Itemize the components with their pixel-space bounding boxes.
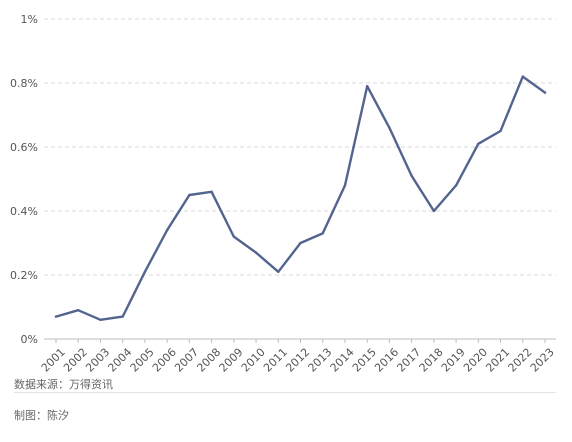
x-tick-label: 2008 bbox=[194, 346, 223, 375]
y-tick-label: 0.6% bbox=[10, 141, 38, 154]
data-point bbox=[432, 209, 436, 213]
x-tick-label: 2019 bbox=[439, 346, 468, 375]
data-point bbox=[454, 184, 458, 187]
x-axis-tick-labels: 2001200220032004200520062007200820092010… bbox=[39, 339, 557, 375]
y-tick-label: 0.4% bbox=[10, 205, 38, 218]
data-point bbox=[321, 232, 324, 235]
data-point bbox=[499, 129, 502, 133]
x-tick-label: 2001 bbox=[39, 346, 68, 375]
x-tick-label: 2020 bbox=[461, 346, 490, 375]
data-point bbox=[121, 315, 124, 318]
data-point bbox=[99, 318, 102, 321]
x-tick-label: 2023 bbox=[528, 346, 557, 375]
x-tick-label: 2010 bbox=[239, 346, 268, 375]
credit-note: 制图：陈汐 bbox=[14, 409, 69, 422]
x-tick-label: 2002 bbox=[61, 346, 90, 375]
data-point bbox=[143, 270, 147, 273]
x-tick-label: 2021 bbox=[483, 346, 512, 375]
x-tick-label: 2004 bbox=[105, 346, 134, 375]
data-point bbox=[188, 193, 191, 197]
series-layer bbox=[54, 75, 547, 321]
data-point bbox=[410, 174, 413, 177]
x-tick-label: 2016 bbox=[372, 346, 401, 375]
x-tick-label: 2015 bbox=[350, 346, 379, 375]
x-tick-label: 2012 bbox=[283, 346, 312, 375]
series-line bbox=[54, 75, 547, 321]
line-chart: 0%0.2%0.4%0.6%0.8%1% 2001200220032004200… bbox=[10, 13, 557, 375]
x-tick-label: 2022 bbox=[506, 346, 535, 375]
x-tick-label: 2017 bbox=[394, 346, 423, 375]
data-point bbox=[521, 75, 524, 78]
y-tick-label: 1% bbox=[21, 13, 38, 26]
data-point bbox=[388, 126, 391, 129]
y-tick-label: 0% bbox=[21, 333, 38, 346]
data-point bbox=[54, 315, 58, 318]
x-tick-label: 2018 bbox=[417, 346, 446, 375]
data-point bbox=[165, 229, 169, 232]
x-tick-label: 2005 bbox=[128, 346, 157, 375]
x-tick-label: 2006 bbox=[150, 346, 179, 375]
data-point bbox=[77, 309, 80, 312]
data-point bbox=[365, 85, 369, 88]
data-point bbox=[232, 235, 236, 238]
x-tick-label: 2009 bbox=[217, 346, 246, 375]
x-tick-label: 2014 bbox=[328, 346, 357, 375]
data-point bbox=[254, 251, 258, 254]
data-point bbox=[343, 184, 347, 187]
x-tick-label: 2011 bbox=[261, 346, 290, 375]
grid-lines bbox=[44, 18, 556, 276]
y-axis-tick-labels: 0% 0.2% 0.4% 0.6% 0.8% 1% bbox=[10, 13, 38, 346]
data-point bbox=[299, 241, 302, 245]
y-tick-label: 0.2% bbox=[10, 269, 38, 282]
data-point bbox=[277, 270, 280, 273]
data-point bbox=[477, 142, 480, 145]
x-tick-label: 2003 bbox=[83, 346, 112, 375]
footer-divider bbox=[14, 392, 556, 393]
x-tick-label: 2013 bbox=[306, 346, 335, 375]
source-note: 数据来源：万得资讯 bbox=[14, 378, 113, 391]
x-tick-label: 2007 bbox=[172, 346, 201, 375]
data-point bbox=[543, 91, 547, 94]
y-tick-label: 0.8% bbox=[10, 77, 38, 90]
data-point bbox=[210, 190, 213, 193]
